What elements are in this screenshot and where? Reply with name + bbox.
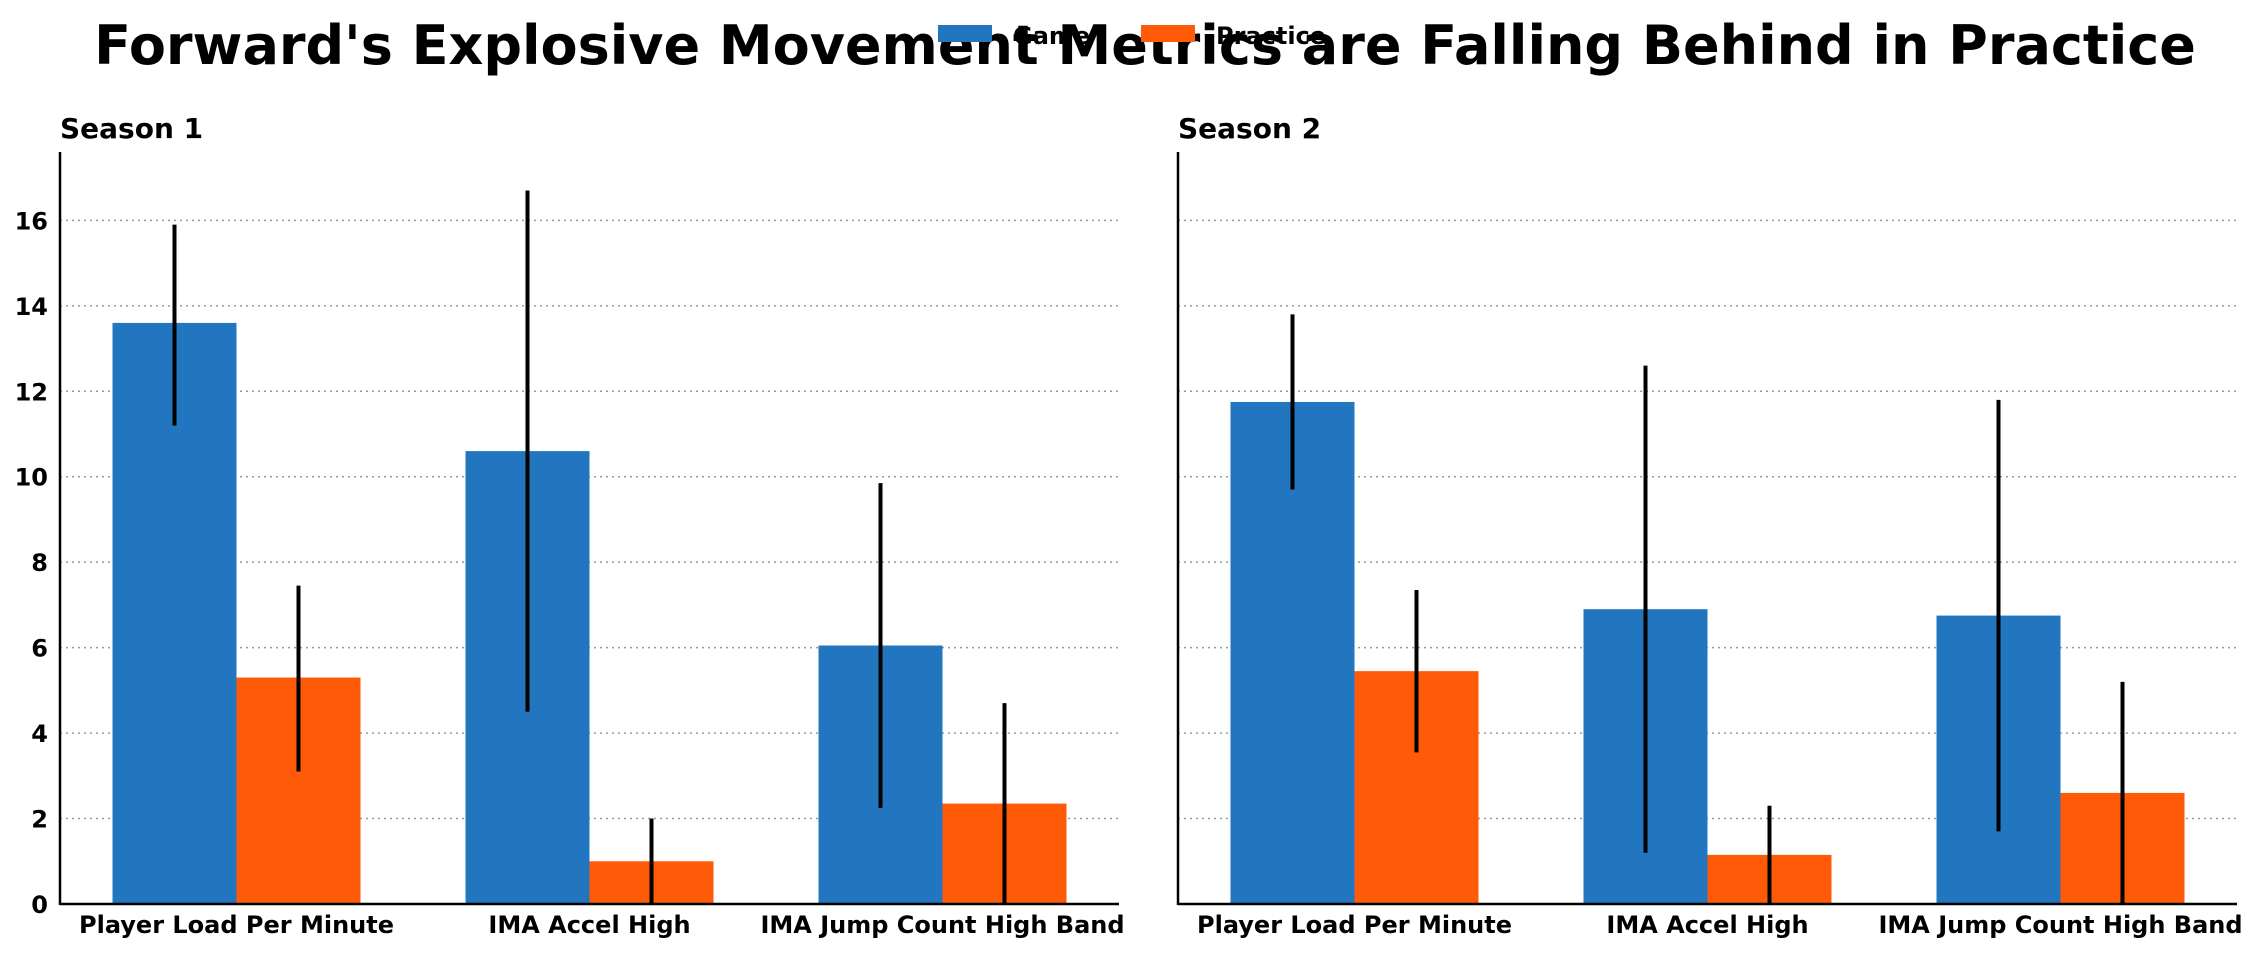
legend: Game Practice <box>938 22 1326 50</box>
y-tick-label: 4 <box>31 720 48 748</box>
y-tick-label: 16 <box>15 207 48 235</box>
panels: Season 1 0 2 4 6 8 10 12 14 16 Player Load Per Min… <box>15 112 2243 939</box>
panel-1-x-tick-label: IMA Jump Count High Band <box>760 911 1124 939</box>
panel-1-title: Season 1 <box>60 112 203 145</box>
y-tick-label: 14 <box>15 293 48 321</box>
y-tick-label: 0 <box>31 891 48 919</box>
y-tick-label: 6 <box>31 635 48 663</box>
panel-2-x-tick-label: Player Load Per Minute <box>1197 911 1512 939</box>
panel-1-x-tick-label: Player Load Per Minute <box>79 911 394 939</box>
y-tick-label: 10 <box>15 464 48 492</box>
y-tick-label: 12 <box>15 378 48 406</box>
legend-swatch-game <box>938 25 992 42</box>
legend-label-game: Game <box>1013 22 1090 50</box>
panel-2: Season 2 Player Load Per Minute IMA Accel … <box>1176 112 2243 939</box>
panel-2-title: Season 2 <box>1178 112 1321 145</box>
y-tick-label: 2 <box>31 806 48 834</box>
panel-2-x-tick-label: IMA Jump Count High Band <box>1878 911 2242 939</box>
legend-label-practice: Practice <box>1216 22 1326 50</box>
panel-2-x-tick-label: IMA Accel High <box>1606 911 1808 939</box>
chart-title: Forward's Explosive Movement Metrics are… <box>94 14 2196 77</box>
legend-swatch-practice <box>1141 25 1195 42</box>
y-tick-label: 8 <box>31 549 48 577</box>
panel-1-x-tick-label: IMA Accel High <box>488 911 690 939</box>
panel-1: Season 1 0 2 4 6 8 10 12 14 16 Player Load Per Min… <box>15 112 1125 939</box>
